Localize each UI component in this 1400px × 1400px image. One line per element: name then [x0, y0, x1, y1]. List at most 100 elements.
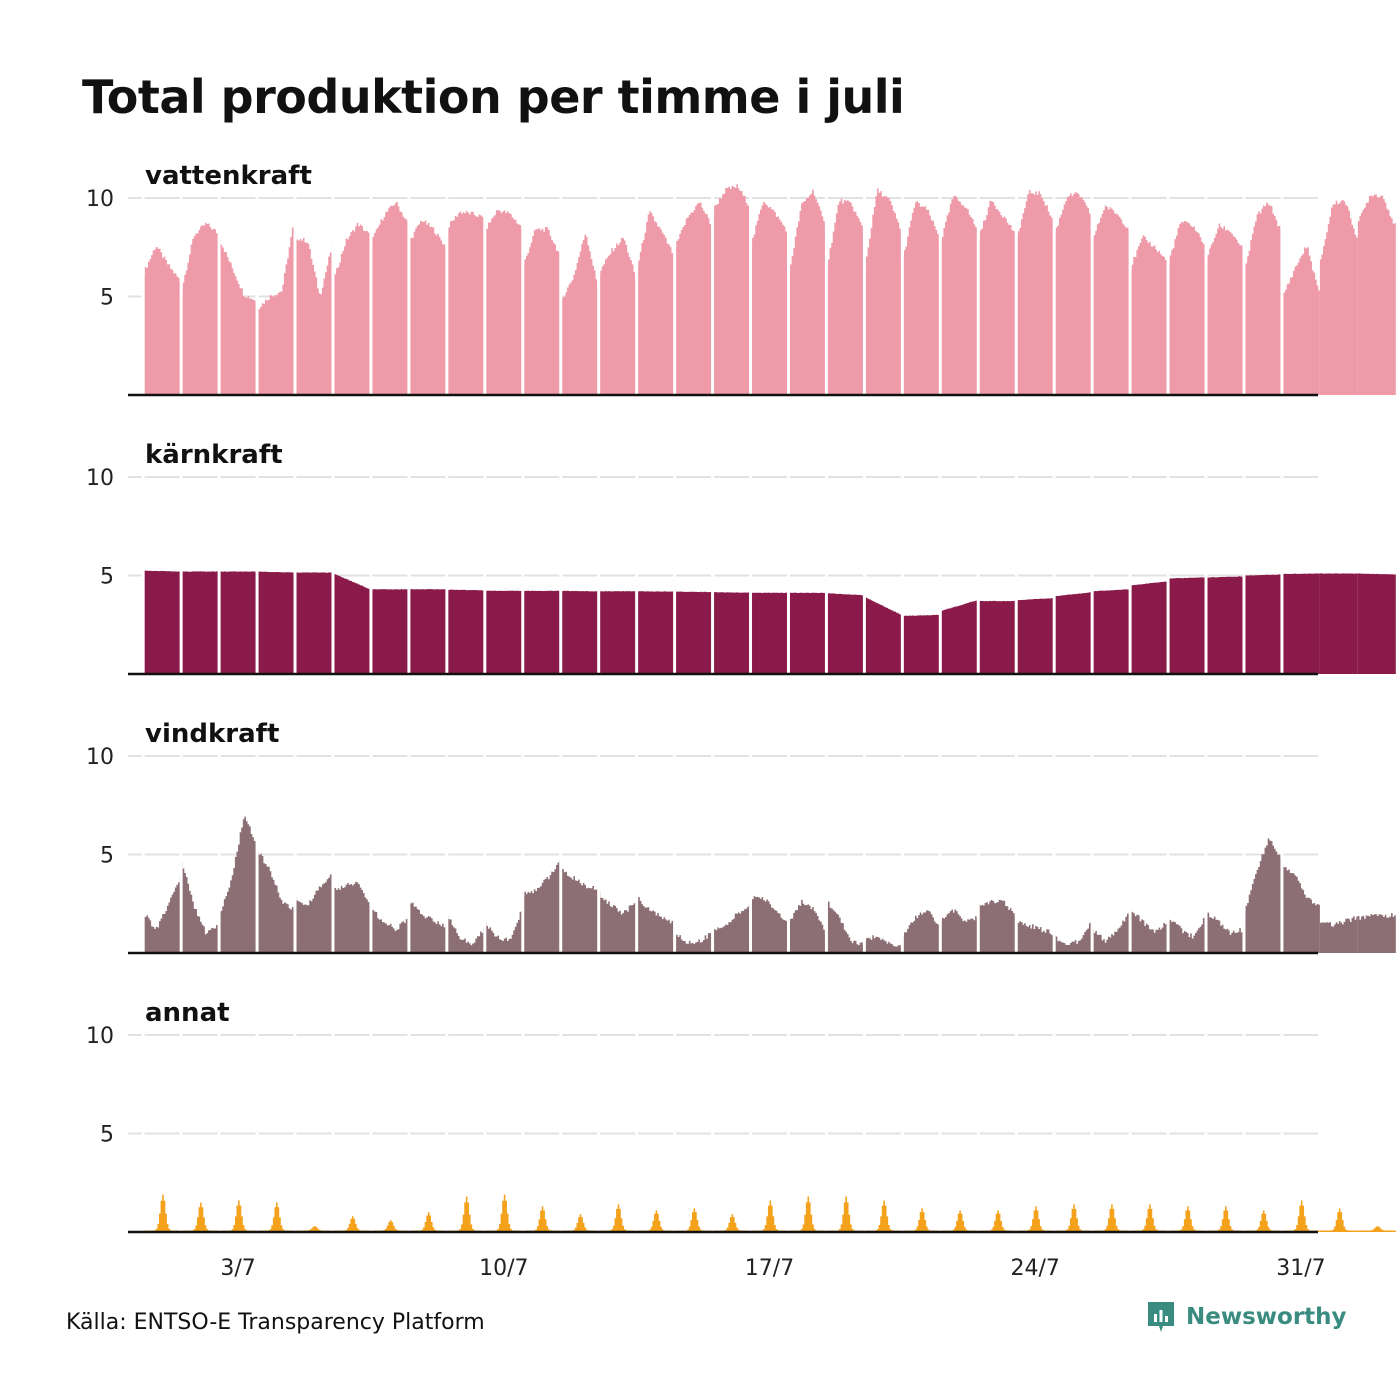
krnkraft-area-day-13 [598, 591, 637, 674]
vattenkraft-area-day-9 [446, 211, 485, 395]
annat-area-day-18 [788, 1196, 827, 1232]
krnkraft-area-day-28 [1168, 577, 1207, 674]
vindkraft-y-tick-label: 10 [86, 745, 114, 770]
krnkraft-area-day-16 [712, 592, 751, 674]
krnkraft-area-day-24 [1016, 598, 1055, 674]
vindkraft-y-tick-label: 5 [100, 844, 114, 869]
vattenkraft-area-day-8 [408, 220, 447, 395]
krnkraft-area-day-4 [257, 571, 296, 674]
vattenkraft-area-day-15 [674, 202, 713, 395]
krnkraft-area-day-1 [143, 570, 182, 674]
vattenkraft-area-day-14 [636, 211, 675, 395]
annat-area-day-7 [370, 1220, 409, 1232]
brand-logo: Newsworthy [1146, 1300, 1347, 1334]
krnkraft-area-day-22 [940, 600, 979, 674]
annat-y-tick-label: 5 [100, 1123, 114, 1148]
vindkraft-area-day-20 [864, 935, 903, 953]
vindkraft-area-day-3 [219, 816, 258, 953]
annat-area-day-30 [1243, 1210, 1282, 1232]
vindkraft-area-day-23 [978, 899, 1017, 953]
krnkraft-area-day-33 [1357, 573, 1396, 674]
vattenkraft-area-day-24 [1016, 189, 1055, 395]
annat-panel-title: annat [145, 998, 230, 1028]
vattenkraft-panel-title: vattenkraft [145, 161, 312, 191]
krnkraft-area-day-15 [674, 591, 713, 674]
vindkraft-area-day-33 [1357, 913, 1396, 953]
krnkraft-area-day-20 [864, 596, 903, 674]
vindkraft-area-day-14 [636, 896, 675, 953]
krnkraft-area-day-19 [826, 593, 865, 674]
vindkraft-area-day-7 [370, 910, 409, 953]
vindkraft-area-day-27 [1130, 909, 1169, 953]
vindkraft-area-day-17 [750, 896, 789, 953]
krnkraft-panel-title: kärnkraft [145, 440, 283, 470]
annat-area-day-6 [332, 1216, 371, 1232]
vattenkraft-area-day-3 [219, 241, 258, 395]
vattenkraft-area-day-32 [1319, 200, 1358, 395]
vindkraft-area-day-16 [712, 904, 751, 953]
vattenkraft-area-day-28 [1168, 221, 1207, 395]
vattenkraft-area-day-11 [522, 227, 561, 395]
annat-area-day-25 [1054, 1204, 1093, 1232]
brand-name: Newsworthy [1186, 1304, 1347, 1330]
annat-area-day-23 [978, 1210, 1017, 1232]
vindkraft-area-day-6 [332, 881, 371, 953]
x-tick-label: 31/7 [1276, 1256, 1325, 1281]
vindkraft-area-day-25 [1054, 920, 1093, 953]
vattenkraft-area-day-16 [712, 184, 751, 395]
vattenkraft-area-day-26 [1092, 205, 1131, 395]
annat-area-day-5 [295, 1226, 333, 1232]
x-tick-label: 10/7 [479, 1256, 528, 1281]
annat-area-day-8 [408, 1212, 447, 1232]
x-tick-label: 17/7 [745, 1256, 794, 1281]
vattenkraft-area-day-5 [295, 235, 333, 395]
vattenkraft-area-day-13 [598, 237, 637, 395]
annat-area-day-15 [674, 1208, 713, 1232]
vindkraft-area-day-1 [143, 877, 182, 953]
vattenkraft-area-day-2 [181, 222, 220, 395]
vattenkraft-area-day-23 [978, 200, 1017, 395]
vindkraft-area-day-30 [1243, 838, 1282, 953]
krnkraft-area-day-9 [446, 589, 485, 674]
krnkraft-y-tick-label: 5 [100, 565, 114, 590]
vindkraft-area-day-32 [1319, 916, 1358, 953]
krnkraft-area-day-26 [1092, 589, 1131, 674]
vattenkraft-area-day-12 [560, 234, 599, 395]
vindkraft-area-day-13 [598, 891, 637, 953]
annat-area-day-19 [826, 1196, 865, 1232]
krnkraft-area-day-10 [484, 590, 523, 674]
vattenkraft-area-day-25 [1054, 192, 1093, 395]
krnkraft-area-day-30 [1243, 574, 1282, 674]
vattenkraft-area-day-21 [902, 201, 941, 395]
annat-area-day-3 [219, 1200, 258, 1232]
krnkraft-area-day-31 [1281, 573, 1320, 674]
x-tick-label: 3/7 [220, 1256, 255, 1281]
vattenkraft-area-day-4 [257, 218, 296, 395]
vattenkraft-area-day-22 [940, 195, 979, 395]
vattenkraft-area-day-27 [1130, 235, 1169, 395]
vindkraft-area-day-8 [408, 901, 447, 953]
vindkraft-area-day-4 [257, 851, 296, 953]
annat-area-day-28 [1168, 1206, 1207, 1232]
annat-area-day-13 [598, 1204, 637, 1232]
krnkraft-area-day-25 [1054, 592, 1093, 674]
annat-area-day-12 [560, 1214, 599, 1232]
chart-title: Total produktion per timme i juli [82, 70, 905, 124]
vindkraft-area-day-24 [1016, 921, 1055, 953]
vindkraft-area-day-26 [1092, 911, 1131, 953]
krnkraft-area-day-14 [636, 591, 675, 674]
vindkraft-panel-title: vindkraft [145, 719, 279, 749]
annat-area-day-14 [636, 1210, 675, 1232]
krnkraft-area-day-2 [181, 571, 220, 674]
vindkraft-area-day-12 [560, 868, 599, 953]
vindkraft-area-day-29 [1206, 911, 1244, 953]
krnkraft-area-day-17 [750, 592, 789, 674]
annat-area-day-27 [1130, 1204, 1169, 1232]
vattenkraft-area-day-33 [1357, 194, 1396, 395]
vindkraft-area-day-9 [446, 915, 485, 953]
annat-area-day-21 [902, 1208, 941, 1232]
vindkraft-area-day-19 [826, 901, 865, 953]
vindkraft-area-day-2 [181, 862, 220, 953]
annat-area-day-22 [940, 1210, 979, 1232]
vattenkraft-area-day-20 [864, 188, 903, 395]
